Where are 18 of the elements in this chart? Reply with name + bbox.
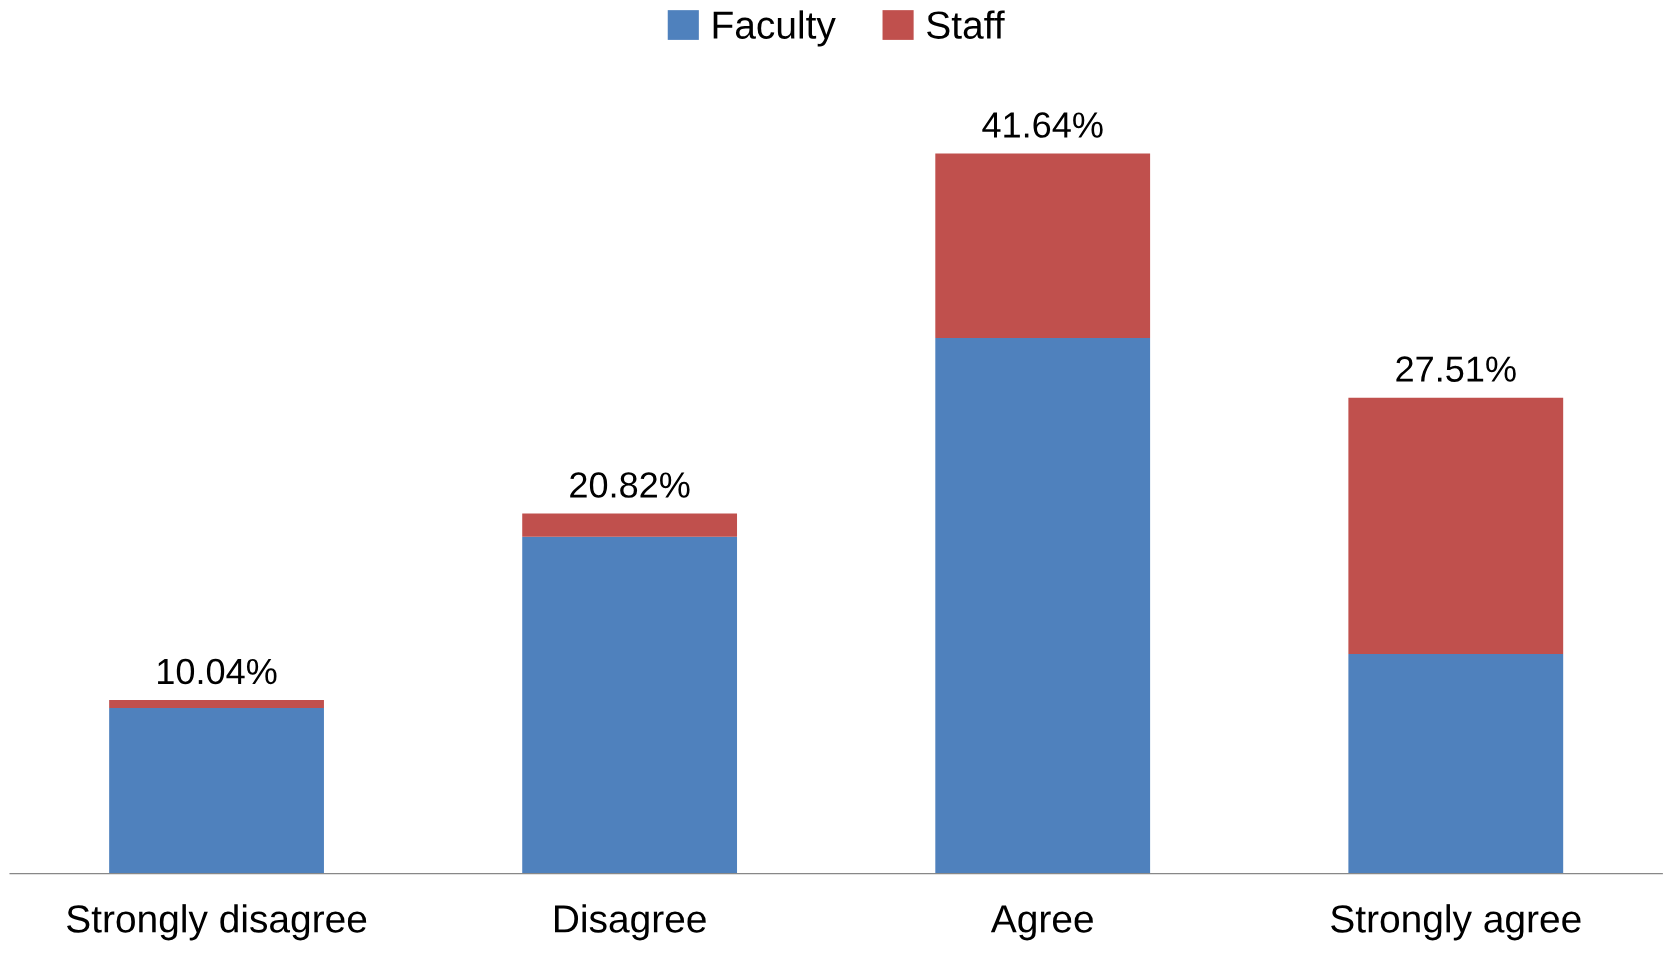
legend-label: Staff [927,10,1005,39]
annotation: 27.51% [1396,356,1516,382]
legend-label: Faculty [713,10,836,47]
bar [522,513,738,537]
annotation: 10.04% [158,658,277,685]
x-tick-label: Strongly disagree [67,904,367,941]
annotation: 20.82% [570,472,690,498]
bar [109,700,324,708]
bar [1348,397,1564,654]
bar [522,536,738,874]
bar [935,337,1151,874]
x-tick-label: Disagree [555,904,706,941]
x-tick-label: Agree [990,905,1093,941]
x-tick-label: Strongly agree [1331,904,1581,941]
bar [109,708,324,874]
bar [935,153,1151,338]
annotation: 41.64% [982,112,1103,138]
bar [1348,654,1564,874]
